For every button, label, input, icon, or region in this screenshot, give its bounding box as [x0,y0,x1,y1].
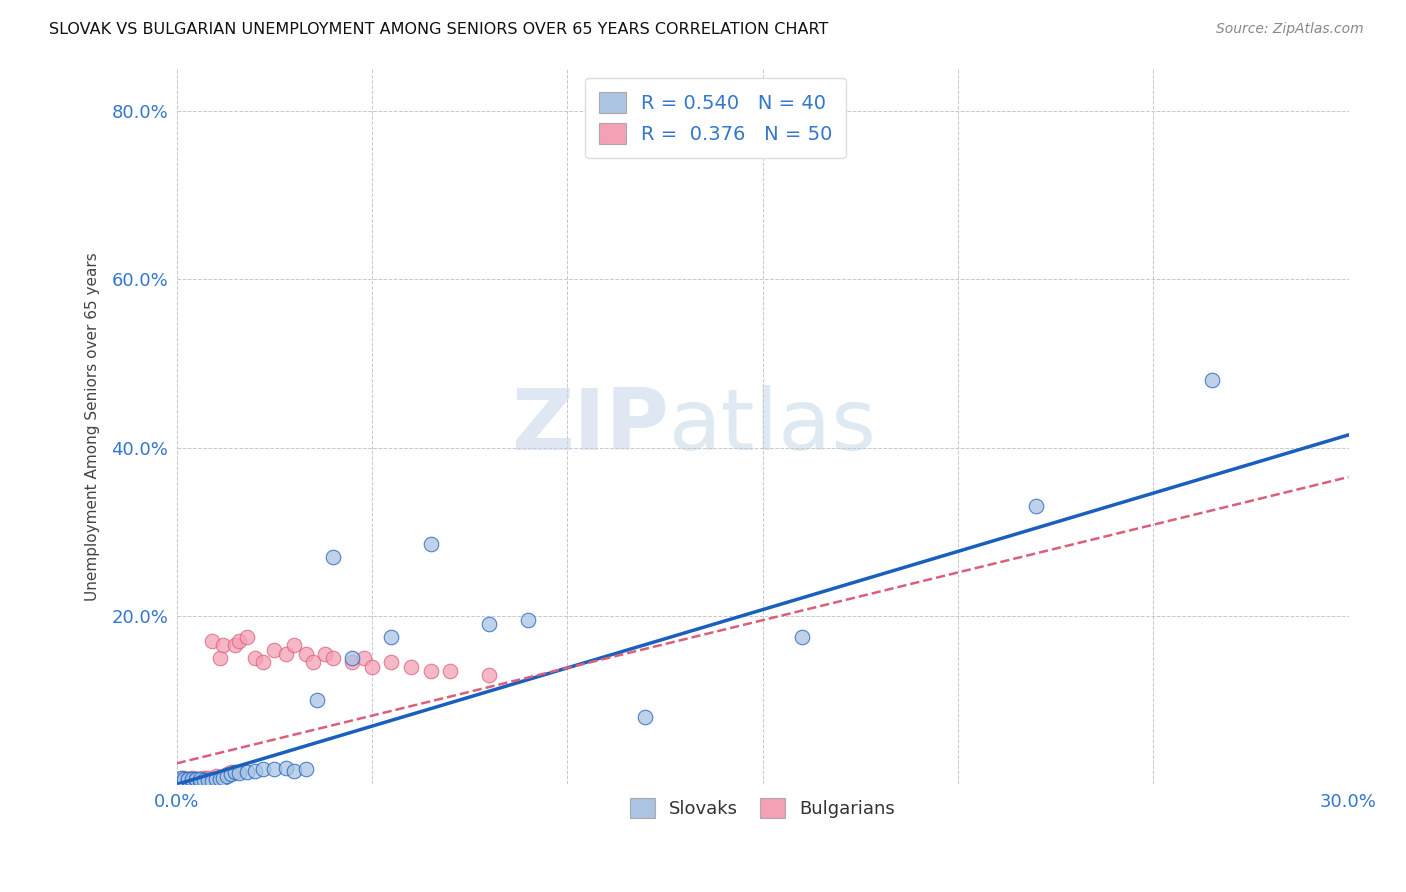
Point [517,613,540,627]
Point [169,773,191,788]
Point [224,639,246,653]
Point [201,634,224,648]
Point [204,769,226,783]
Point [212,639,235,653]
Point [186,772,208,786]
Point [322,651,344,665]
Point [197,773,219,788]
Point [186,772,208,786]
Point [177,772,200,787]
Point [243,764,266,778]
Point [188,774,211,789]
Point [342,651,364,665]
Point [307,693,329,707]
Point [169,771,191,785]
Point [181,773,204,788]
Point [252,655,274,669]
Point [263,762,285,776]
Point [399,659,422,673]
Point [181,772,204,787]
Point [217,767,239,781]
Point [228,634,250,648]
Point [353,651,375,665]
Point [197,771,219,785]
Point [302,655,325,669]
Point [236,630,259,644]
Point [380,655,402,669]
Text: atlas: atlas [669,385,877,468]
Point [478,668,501,682]
Point [204,772,226,787]
Text: ZIP: ZIP [510,385,669,468]
Point [169,774,191,789]
Point [173,772,195,786]
Point [188,772,211,787]
Point [243,651,266,665]
Point [263,642,285,657]
Point [252,762,274,776]
Point [169,772,191,787]
Point [181,772,204,787]
Point [186,772,208,787]
Point [212,771,235,785]
Text: Source: ZipAtlas.com: Source: ZipAtlas.com [1216,22,1364,37]
Point [177,772,200,786]
Point [181,771,204,785]
Point [361,659,384,673]
Point [322,549,344,564]
Point [634,710,657,724]
Point [228,765,250,780]
Point [186,773,208,788]
Point [193,773,215,788]
Point [342,655,364,669]
Point [283,764,305,778]
Point [208,651,231,665]
Point [197,772,219,786]
Point [790,630,813,644]
Point [177,773,200,788]
Legend: Slovaks, Bulgarians: Slovaks, Bulgarians [623,791,903,825]
Point [193,772,215,787]
Point [201,774,224,789]
Point [181,774,204,789]
Point [221,767,243,781]
Point [173,771,195,785]
Point [186,773,208,788]
Point [221,764,243,779]
Point [294,647,316,661]
Point [169,772,191,786]
Point [419,664,441,678]
Text: SLOVAK VS BULGARIAN UNEMPLOYMENT AMONG SENIORS OVER 65 YEARS CORRELATION CHART: SLOVAK VS BULGARIAN UNEMPLOYMENT AMONG S… [49,22,828,37]
Point [177,774,200,789]
Point [439,664,461,678]
Point [283,639,305,653]
Point [173,774,195,789]
Point [274,761,297,775]
Point [201,772,224,787]
Point [217,769,239,783]
Point [314,647,336,661]
Point [274,647,297,661]
Point [236,764,259,779]
Point [478,617,501,632]
Point [169,773,191,788]
Y-axis label: Unemployment Among Seniors over 65 years: Unemployment Among Seniors over 65 years [86,252,100,601]
Point [380,630,402,644]
Point [224,764,246,779]
Point [173,773,195,788]
Point [193,771,215,785]
Point [173,772,195,787]
Point [419,537,441,551]
Point [188,772,211,787]
Point [188,772,211,786]
Point [1025,500,1047,514]
Point [177,773,200,788]
Point [173,774,195,789]
Point [208,772,231,787]
Point [1201,373,1223,387]
Point [294,762,316,776]
